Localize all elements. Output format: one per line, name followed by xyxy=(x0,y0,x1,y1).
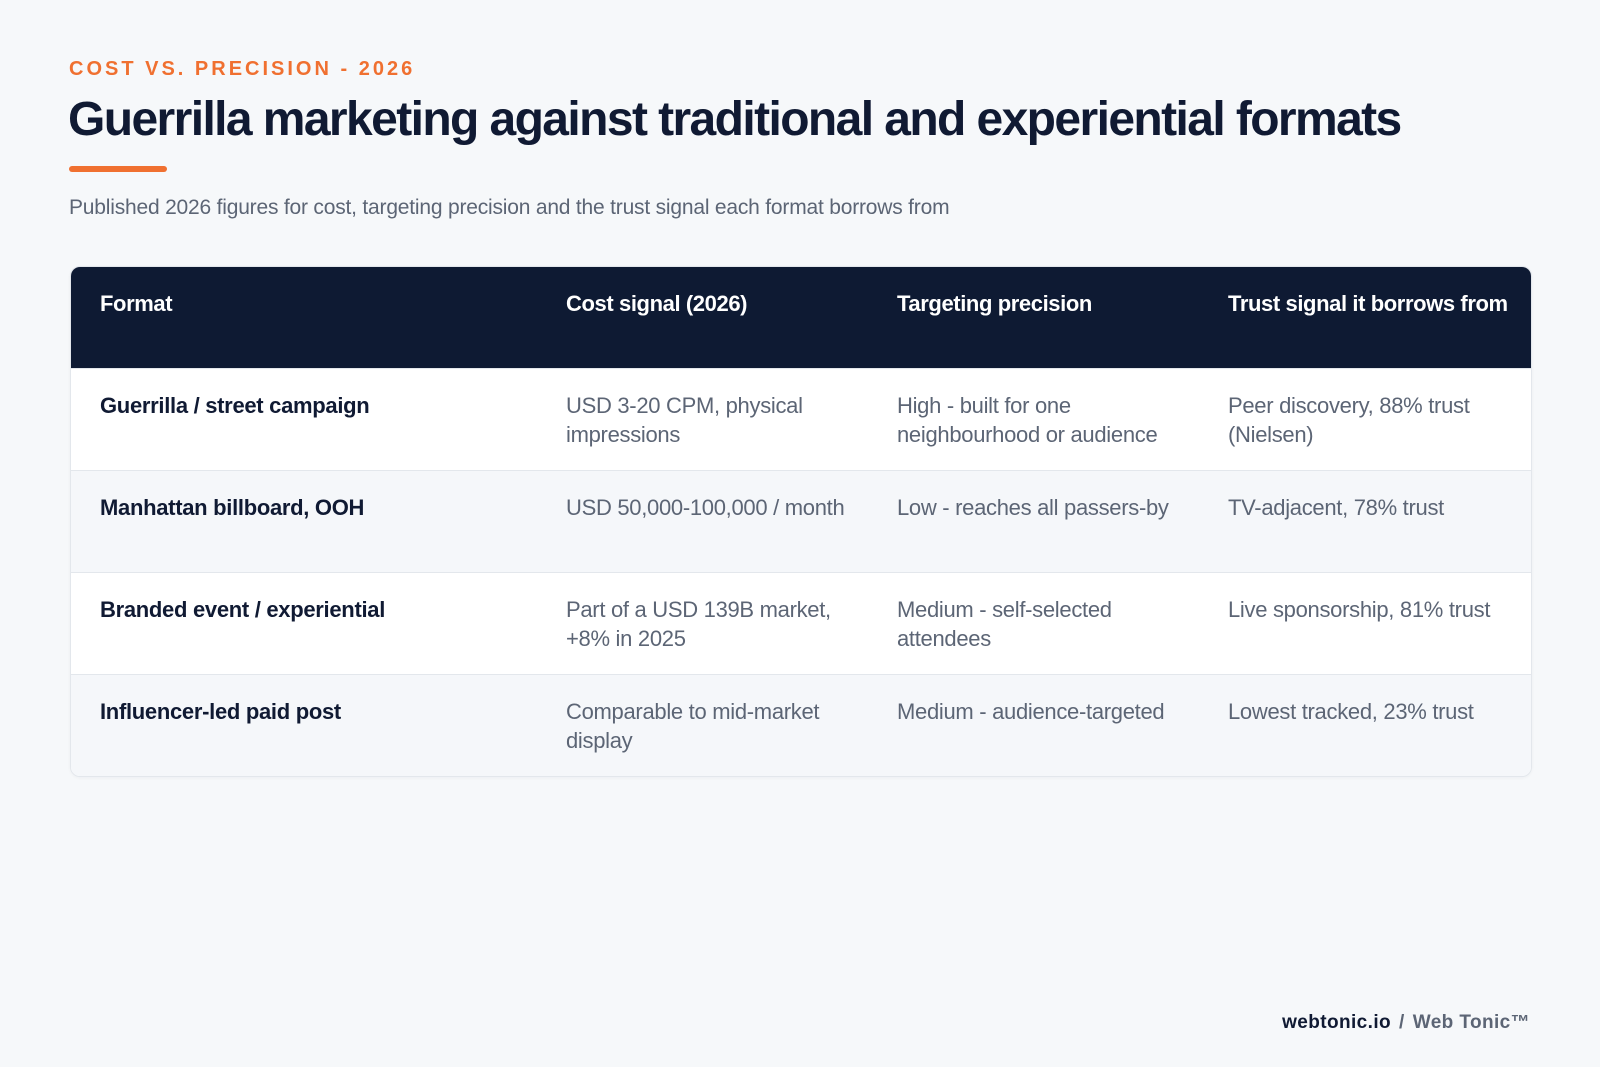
cost-cell: USD 50,000-100,000 / month xyxy=(566,494,845,520)
table-row: Guerrilla / street campaign USD 3-20 CPM… xyxy=(71,368,1531,470)
column-header-format: Format xyxy=(100,291,173,316)
precision-cell: Medium - audience-targeted xyxy=(897,698,1165,724)
page-title: Guerrilla marketing against traditional … xyxy=(68,93,1402,146)
footer-brand: Web Tonic™ xyxy=(1412,1012,1530,1033)
table-header-row: Format Cost signal (2026) Targeting prec… xyxy=(71,267,1531,368)
eyebrow-label: COST VS. PRECISION - 2026 xyxy=(69,58,416,80)
cost-cell: Part of a USD 139B market, +8% in 2025 xyxy=(566,596,831,651)
column-header-cost-signal: Cost signal (2026) xyxy=(566,291,748,316)
cost-cell: USD 3-20 CPM, physical impressions xyxy=(566,392,803,447)
table-row: Influencer-led paid post Comparable to m… xyxy=(71,674,1531,776)
format-cell: Guerrilla / street campaign xyxy=(100,392,370,418)
table-row: Branded event / experiential Part of a U… xyxy=(71,572,1531,674)
title-accent-rule xyxy=(69,166,167,172)
precision-cell: Medium - self-selected attendees xyxy=(897,596,1112,651)
footer-credit: webtonic.io / Web Tonic™ xyxy=(1282,1012,1530,1034)
precision-cell: Low - reaches all passers-by xyxy=(897,494,1169,520)
footer-site-link[interactable]: webtonic.io xyxy=(1282,1012,1392,1033)
trust-cell: TV-adjacent, 78% trust xyxy=(1228,494,1444,520)
comparison-table: Format Cost signal (2026) Targeting prec… xyxy=(71,267,1531,776)
table-header: Format Cost signal (2026) Targeting prec… xyxy=(71,267,1531,368)
trust-cell: Peer discovery, 88% trust (Nielsen) xyxy=(1228,392,1470,447)
cost-cell: Comparable to mid-market display xyxy=(566,698,820,753)
table-row: Manhattan billboard, OOH USD 50,000-100,… xyxy=(71,470,1531,572)
column-header-targeting-precision: Targeting precision xyxy=(897,291,1092,316)
page-subtitle: Published 2026 figures for cost, targeti… xyxy=(69,196,950,219)
table-body: Guerrilla / street campaign USD 3-20 CPM… xyxy=(71,368,1531,776)
comparison-table-card: Format Cost signal (2026) Targeting prec… xyxy=(70,266,1532,777)
column-header-trust-signal: Trust signal it borrows from xyxy=(1228,291,1508,316)
precision-cell: High - built for one neighbourhood or au… xyxy=(897,392,1158,447)
format-cell: Influencer-led paid post xyxy=(100,698,341,724)
trust-cell: Lowest tracked, 23% trust xyxy=(1228,698,1474,724)
format-cell: Branded event / experiential xyxy=(100,596,386,622)
footer-separator: / xyxy=(1399,1012,1405,1033)
format-cell: Manhattan billboard, OOH xyxy=(100,494,365,520)
trust-cell: Live sponsorship, 81% trust xyxy=(1228,596,1491,622)
